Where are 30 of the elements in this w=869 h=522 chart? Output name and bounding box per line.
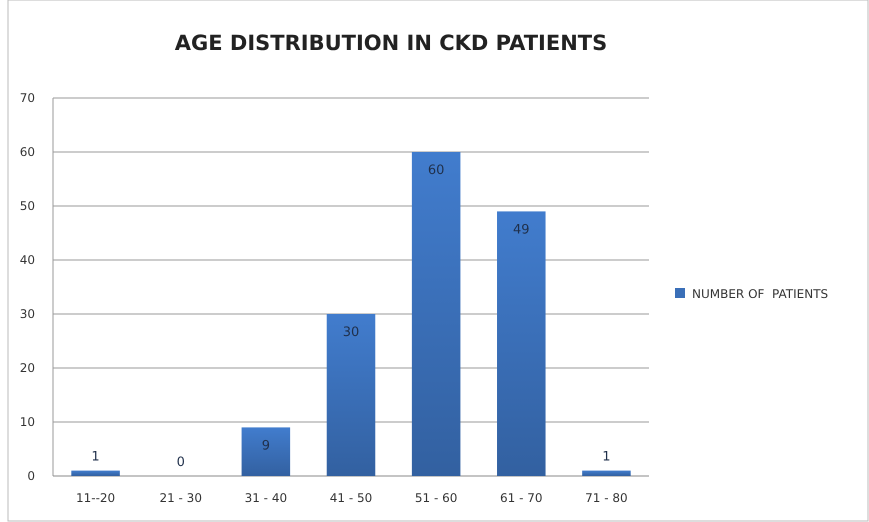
bar [582, 470, 631, 476]
data-label: 1 [91, 450, 100, 465]
bar [412, 152, 460, 476]
y-tick-label: 70 [20, 91, 35, 105]
y-tick-label: 60 [20, 145, 35, 159]
x-tick-label: 71 - 80 [585, 491, 628, 505]
x-tick-label: 31 - 40 [244, 491, 288, 505]
x-tick-label: 41 - 50 [330, 491, 372, 505]
x-tick-label: 21 - 30 [159, 491, 202, 505]
y-tick-label: 30 [20, 307, 35, 321]
legend-label: NUMBER OF PATIENTS [692, 287, 828, 301]
bar [71, 470, 120, 476]
y-tick-label: 50 [20, 199, 35, 213]
x-tick-label: 11--20 [76, 491, 116, 505]
bar [242, 427, 290, 476]
data-label: 49 [513, 222, 530, 238]
x-tick-label: 61 - 70 [500, 491, 543, 505]
y-tick-label: 0 [27, 469, 35, 483]
data-label: 0 [176, 455, 185, 470]
x-tick-label: 51 - 60 [414, 491, 458, 505]
y-tick-label: 20 [20, 361, 35, 375]
data-label: 30 [342, 325, 360, 340]
data-label: 1 [602, 450, 611, 465]
y-tick-label: 10 [20, 415, 35, 429]
data-label: 9 [262, 438, 270, 454]
data-label: 60 [428, 163, 444, 178]
chart-title: AGE DISTRIBUTION IN CKD PATIENTS [174, 31, 608, 55]
bar [497, 211, 546, 476]
y-tick-label: 40 [20, 253, 35, 267]
bar [326, 314, 376, 476]
